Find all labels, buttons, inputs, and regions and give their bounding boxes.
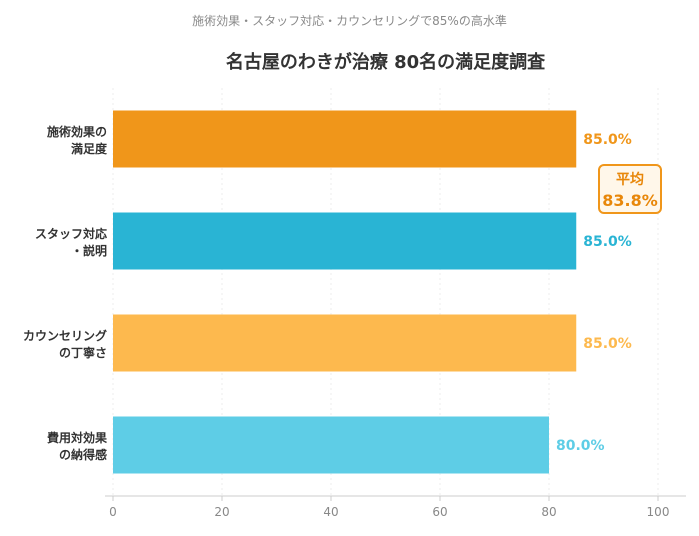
x-tick-label: 40 bbox=[323, 505, 338, 519]
bar-value-label: 85.0% bbox=[583, 132, 632, 148]
bar-value-label: 80.0% bbox=[556, 438, 605, 454]
bar bbox=[113, 314, 577, 372]
bar bbox=[113, 110, 577, 168]
chart-title: 名古屋のわきが治療 80名の満足度調査 bbox=[225, 52, 546, 73]
x-tick-label: 100 bbox=[647, 505, 670, 519]
average-value: 83.8% bbox=[602, 191, 658, 210]
average-badge: 平均 83.8% bbox=[598, 164, 662, 214]
chart-subtitle: 施術効果・スタッフ対応・カウンセリングで85%の高水準 bbox=[192, 14, 507, 28]
x-tick-label: 60 bbox=[432, 505, 447, 519]
x-tick-label: 20 bbox=[214, 505, 229, 519]
x-tick-label: 80 bbox=[541, 505, 556, 519]
category-label: 費用対効果の納得感 bbox=[47, 430, 107, 462]
category-label: 施術効果の満足度 bbox=[47, 124, 108, 156]
category-label: カウンセリングの丁寧さ bbox=[23, 328, 107, 360]
bar-value-label: 85.0% bbox=[583, 336, 632, 352]
bar bbox=[113, 212, 577, 270]
bar-value-label: 85.0% bbox=[583, 234, 632, 250]
category-label: スタッフ対応・説明 bbox=[35, 226, 107, 258]
x-tick-label: 0 bbox=[109, 505, 117, 519]
average-label: 平均 bbox=[616, 172, 644, 188]
bar bbox=[113, 416, 549, 474]
